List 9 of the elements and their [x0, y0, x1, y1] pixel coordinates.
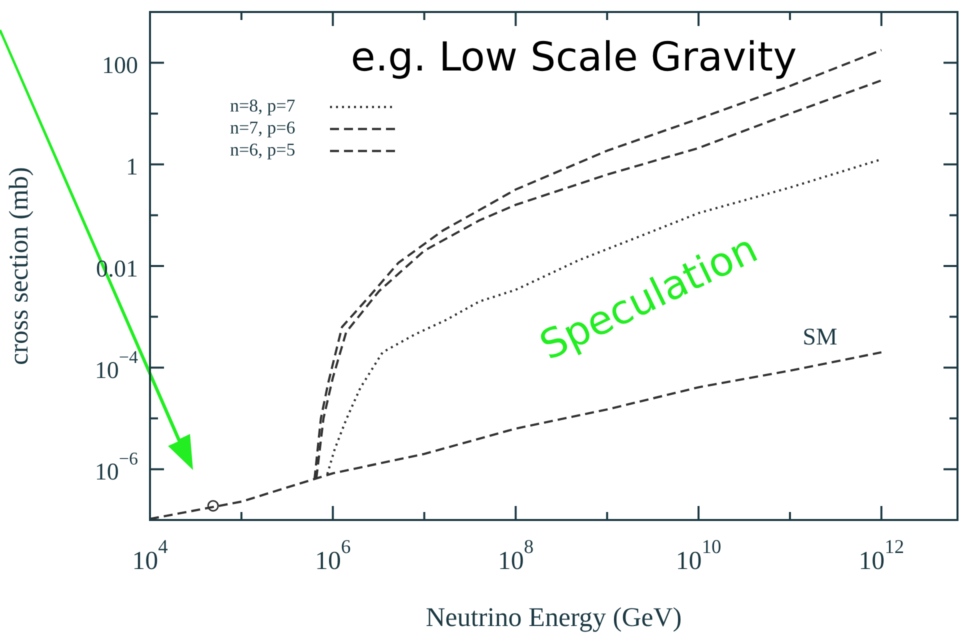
x-axis-title: Neutrino Energy (GeV) — [426, 602, 682, 632]
legend-label: n=8, p=7 — [230, 96, 296, 116]
legend-label: n=6, p=5 — [230, 140, 296, 160]
text: e.g. Low Scale Gravity — [350, 34, 797, 80]
annotation: SM — [802, 324, 838, 350]
y-tick-label: 1 — [126, 154, 138, 181]
y-axis-title: cross section (mb) — [3, 167, 34, 365]
legend-label: n=7, p=6 — [230, 118, 296, 138]
y-tick-label: 100 — [102, 53, 138, 80]
